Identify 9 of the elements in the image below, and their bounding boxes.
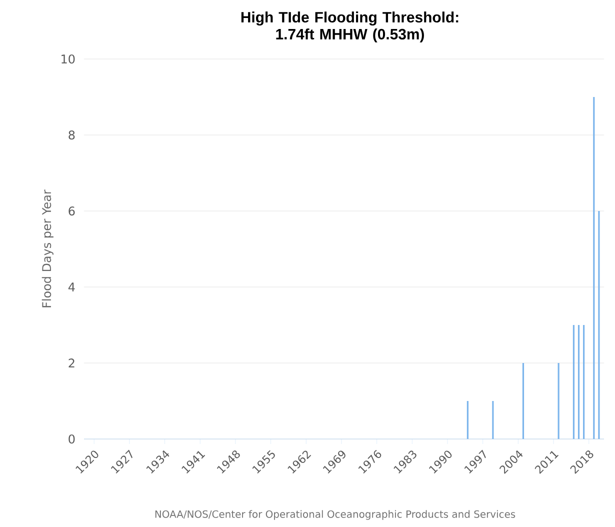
y-tick-label: 10 <box>62 54 75 64</box>
y-tick-label: 8 <box>68 130 75 140</box>
y-tick-label: 2 <box>68 358 74 368</box>
y-axis-title: Flood Days per Year <box>42 190 54 308</box>
chart-title: High TIde Flooding Threshold: 1.74ft MHHW (0.53m) <box>241 12 458 42</box>
y-tick-label: 6 <box>68 206 75 216</box>
y-tick-label: 4 <box>68 282 75 292</box>
text: NOAA/NOS/Center for Operational Oceanographic Products and Services <box>155 510 516 520</box>
y-tick-label: 0 <box>68 434 75 444</box>
